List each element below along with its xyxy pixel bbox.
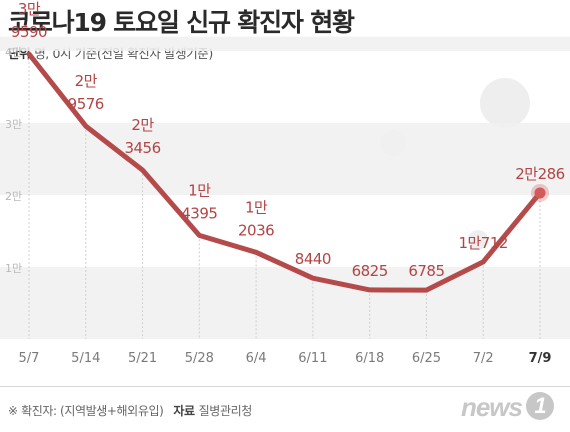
- news1-logo: news 1: [461, 392, 554, 423]
- source-label: 자료: [173, 404, 195, 418]
- data-label: 3만: [18, 0, 41, 18]
- data-labels: 3만 9590 2만 9576 2만 3456 1만 4395 1만 2036 8440 6825 67…: [11, 0, 565, 280]
- x-tick-label: 6/4: [246, 351, 267, 366]
- x-tick-label: 6/18: [355, 351, 384, 366]
- x-tick-label: 7/2: [473, 351, 494, 366]
- x-tick-label: 6/25: [412, 351, 441, 366]
- grid-band: [0, 267, 570, 339]
- note-text: ※ 확진자: (지역발생+해외유입): [8, 404, 164, 418]
- x-tick-label: 5/14: [71, 351, 100, 366]
- drop-lines: [28, 53, 541, 339]
- y-tick-label: 2만: [5, 190, 22, 203]
- x-tick-label: 6/11: [298, 351, 327, 366]
- y-tick-label: 4만: [5, 46, 22, 59]
- data-label: 3456: [124, 139, 160, 157]
- grid-bands: [0, 36, 570, 339]
- data-label: 2036: [238, 221, 274, 239]
- footer-note: ※ 확진자: (지역발생+해외유입) 자료 질병관리청: [8, 402, 252, 419]
- logo-word: news: [460, 392, 523, 422]
- grid-band: [0, 36, 570, 51]
- footer-divider: [0, 386, 570, 387]
- x-axis: 5/7 5/14 5/21 5/28 6/4 6/11 6/18 6/25 7/2 7/9: [19, 351, 552, 366]
- x-tick-label: 7/9: [529, 351, 552, 366]
- y-tick-label: 3만: [5, 118, 22, 131]
- source-text: 질병관리청: [198, 404, 253, 418]
- data-label: 8440: [295, 250, 331, 268]
- chart-title: 코로나19 토요일 신규 확진자 현황: [8, 8, 355, 37]
- series-line: [26, 51, 543, 293]
- highlight-point: [534, 187, 546, 199]
- data-label: 6825: [352, 262, 388, 280]
- data-label: 2만: [75, 72, 98, 90]
- line-chart: 1만 2만 3만 4만 3만 9590 2만 9576 2만 3456 1만 4395 1만 2036 8…: [0, 0, 570, 366]
- data-label: 6785: [408, 262, 444, 280]
- data-label: 9576: [68, 95, 104, 113]
- data-label: 2만: [131, 116, 154, 134]
- data-label: 4395: [181, 204, 217, 222]
- highlight-marker: [531, 183, 549, 202]
- x-tick-label: 5/21: [128, 351, 157, 366]
- logo-mark: 1: [526, 392, 554, 420]
- x-tick-label: 5/7: [19, 351, 40, 366]
- data-label: 1만: [188, 181, 211, 199]
- data-label: 2만286: [515, 165, 564, 183]
- data-label: 1만712: [458, 234, 507, 252]
- data-label: 9590: [11, 23, 47, 41]
- y-tick-label: 1만: [5, 262, 22, 275]
- x-tick-label: 5/28: [185, 351, 214, 366]
- data-label: 1만: [245, 198, 268, 216]
- y-axis: 1만 2만 3만 4만: [5, 46, 22, 275]
